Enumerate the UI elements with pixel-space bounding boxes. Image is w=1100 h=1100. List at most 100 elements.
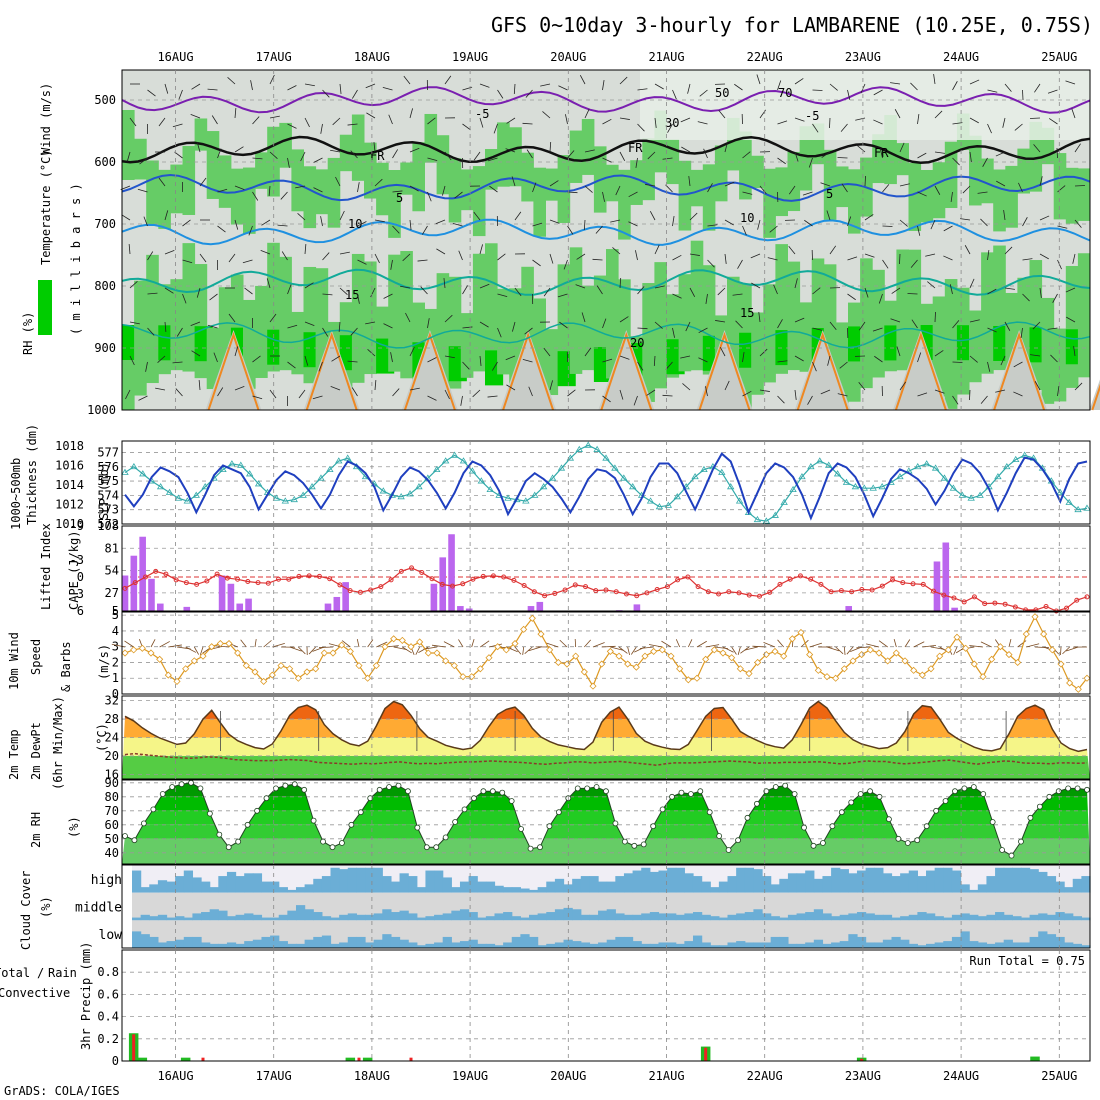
surface-dry-spike — [696, 330, 753, 410]
wind-barb — [295, 185, 306, 189]
cloud-cover-bar — [701, 914, 711, 921]
rh-moist-band — [303, 166, 317, 229]
wind-barb — [143, 216, 148, 227]
wind-speed-point — [580, 668, 588, 676]
rh-point — [225, 844, 232, 851]
cloud-cover-bar — [1072, 943, 1082, 948]
cloud-cover-bar — [1029, 914, 1039, 921]
cloud-cover-bar — [425, 870, 435, 893]
wind-barb — [427, 191, 432, 202]
cloud-cover-bar — [762, 876, 772, 893]
rh-point — [216, 831, 223, 838]
wind-speed-point — [702, 655, 710, 663]
rh-moist-band — [690, 169, 704, 207]
wind-barb — [383, 293, 393, 299]
wind-speed-point — [511, 639, 519, 648]
rh-moist-band — [920, 169, 934, 223]
rh-point — [244, 821, 251, 828]
wind-barb — [687, 83, 691, 94]
date-label-bottom: 16AUG — [157, 1069, 193, 1083]
wind-barb — [952, 395, 959, 405]
pressure-axis-label: ( m i l l i b a r s ) — [69, 183, 83, 335]
wind-barb — [899, 219, 908, 227]
thickness-point — [406, 490, 414, 497]
wind-barb — [829, 83, 838, 91]
cloud-cover-bar — [943, 867, 953, 893]
temperature-axis-label: Temperature (°C) — [39, 149, 53, 265]
wind-speed-point — [884, 657, 892, 665]
cape-bar — [951, 607, 958, 611]
lifted-index-point — [552, 590, 558, 596]
thickness-tick: 573 — [97, 503, 119, 517]
cloud-cover-bar — [744, 867, 755, 893]
wind-speed-point — [814, 666, 822, 674]
rh-moist-band — [908, 163, 922, 231]
wind-barb-10m — [215, 645, 230, 648]
wind-tick: 1 — [112, 671, 119, 685]
rh-moist-band — [545, 329, 559, 396]
cloud-cover-bar — [606, 939, 616, 948]
rh-moist-band — [1017, 148, 1030, 194]
wind-barb — [672, 254, 682, 261]
thickness-point — [869, 484, 877, 491]
cloud-cover-bar — [304, 939, 314, 948]
wind-barb — [1066, 316, 1076, 323]
rh-moist-band — [509, 127, 522, 187]
cloud-cover-bar — [813, 878, 824, 893]
precip-convective-bar — [409, 1057, 413, 1061]
lifted-index-point — [183, 580, 189, 586]
cape-bar — [448, 534, 455, 611]
wind-barb — [522, 122, 533, 125]
cloud-cover-bar — [451, 942, 461, 948]
lifted-index-point — [214, 571, 220, 577]
cloud-cover-bar — [399, 910, 409, 921]
wind-barb — [602, 118, 612, 125]
cloud-cover-bar — [1081, 917, 1091, 921]
lifted-index-point — [1043, 603, 1049, 609]
rh-moist-band — [557, 155, 571, 223]
cape-bar — [236, 603, 244, 611]
temp-tick: 16 — [105, 767, 119, 781]
cloud-cover-bar — [347, 913, 357, 921]
wind-barb — [417, 259, 428, 262]
wind-barb — [549, 219, 560, 224]
wind-barb — [512, 321, 516, 332]
wind-barb — [357, 182, 360, 193]
thickness-point — [504, 494, 512, 501]
cloud-cover-bar — [692, 876, 703, 893]
wind-barb — [672, 327, 675, 338]
rh-point — [650, 823, 657, 830]
wind-barb — [526, 149, 533, 159]
cloud-cover-bar — [934, 942, 944, 948]
rh-point — [621, 838, 628, 845]
dewpoint-line — [124, 752, 1088, 766]
wind-barb — [724, 380, 730, 391]
wind-barb — [899, 183, 910, 187]
rh-moist-band — [787, 151, 801, 212]
cloud-cover-bar — [270, 917, 280, 921]
wind-barb — [402, 253, 411, 262]
wind-barb — [350, 150, 358, 159]
wind-speed-point — [598, 660, 606, 668]
wind-barb — [409, 219, 412, 230]
wind-barb — [756, 74, 761, 85]
wind-barb — [654, 117, 657, 128]
wind-speed-point — [130, 646, 138, 654]
wind-barb — [837, 393, 848, 397]
wind-barb — [1057, 185, 1066, 193]
thickness-point — [121, 468, 129, 475]
cloud-cover-bar — [589, 914, 599, 921]
cloud-cover-bar — [969, 941, 979, 948]
cloud-cover-bar — [287, 889, 297, 893]
thickness-point — [958, 491, 967, 498]
lifted-index-point — [173, 577, 179, 583]
precip-convective-bar — [704, 1047, 708, 1061]
wind-barb — [137, 188, 148, 193]
wind-speed-point — [606, 647, 614, 655]
cloud-cover-bar — [1003, 867, 1013, 893]
cloud-cover-bar — [667, 867, 677, 893]
cloud-cover-bar — [287, 910, 297, 921]
wind-barb — [462, 326, 473, 329]
wind-barb — [943, 255, 953, 261]
wind-barb — [665, 184, 673, 193]
